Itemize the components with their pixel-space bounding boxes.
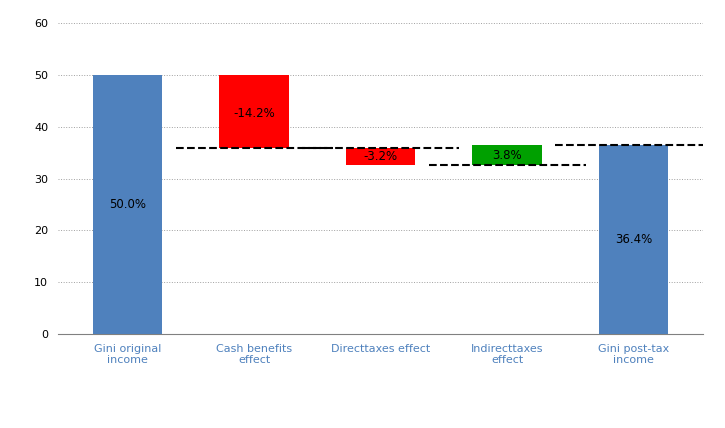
Text: -14.2%: -14.2% bbox=[233, 107, 275, 120]
Text: 3.8%: 3.8% bbox=[492, 149, 522, 162]
Bar bbox=[599, 146, 668, 334]
Bar bbox=[473, 146, 542, 165]
Text: 36.4%: 36.4% bbox=[615, 233, 652, 246]
Bar bbox=[346, 149, 415, 165]
Text: -3.2%: -3.2% bbox=[363, 150, 398, 163]
Bar bbox=[219, 75, 289, 149]
Text: 50.0%: 50.0% bbox=[109, 198, 146, 211]
Bar bbox=[93, 75, 162, 334]
